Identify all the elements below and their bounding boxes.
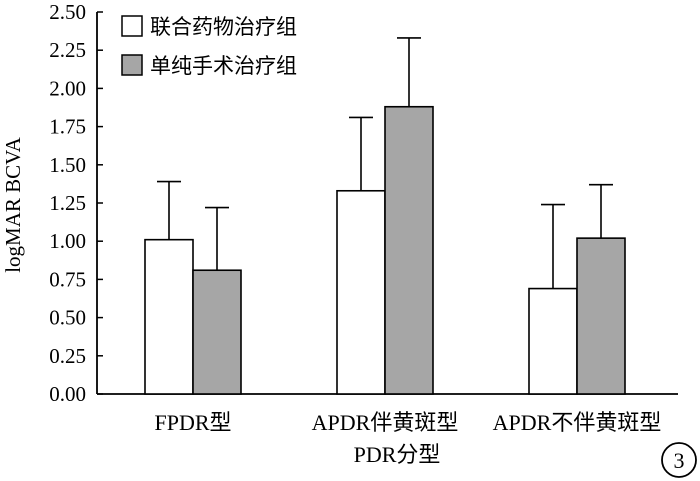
y-tick-label: 1.50 <box>49 153 86 177</box>
bar-combined-drug <box>144 238 194 395</box>
y-tick-label: 0.75 <box>49 267 86 291</box>
legend-label-combined-drug: 联合药物治疗组 <box>150 15 297 39</box>
legend-swatch-combined-drug <box>121 15 143 37</box>
bar-surgery-only <box>384 105 434 395</box>
y-tick-label: 1.75 <box>49 115 86 139</box>
y-tick-label: 1.25 <box>49 191 86 215</box>
legend-label-surgery-only: 单纯手术治疗组 <box>150 54 297 78</box>
y-axis-title: logMAR BCVA <box>1 136 25 272</box>
legend: 联合药物治疗组 单纯手术治疗组 <box>121 15 297 78</box>
panel-badge-label: 3 <box>674 448 685 473</box>
bar-combined-drug <box>528 287 578 395</box>
x-axis-title: PDR分型 <box>354 442 441 467</box>
bar-surgery-only <box>576 237 626 395</box>
x-category-label: APDR不伴黄斑型 <box>493 410 662 435</box>
legend-swatch-surgery-only <box>121 54 143 76</box>
y-tick-label: 1.00 <box>49 229 86 253</box>
bar-surgery-only <box>192 269 242 395</box>
bar-combined-drug <box>336 189 386 395</box>
x-category-label: APDR伴黄斑型 <box>312 410 459 435</box>
plot-area: 0.00 0.25 0.50 0.75 1.00 1.25 1.50 1.75 2.00 2.25… <box>49 0 678 435</box>
x-category-label: FPDR型 <box>154 410 231 435</box>
y-tick-label: 0.25 <box>49 344 86 368</box>
y-tick-label: 0.00 <box>49 382 86 406</box>
panel-badge-circle <box>661 442 697 478</box>
y-tick-label: 0.50 <box>49 306 86 330</box>
panel-badge: 3 <box>661 442 697 478</box>
y-tick-label: 2.50 <box>49 0 86 24</box>
y-tick-label: 2.00 <box>49 76 86 100</box>
y-tick-label: 2.25 <box>49 38 86 62</box>
